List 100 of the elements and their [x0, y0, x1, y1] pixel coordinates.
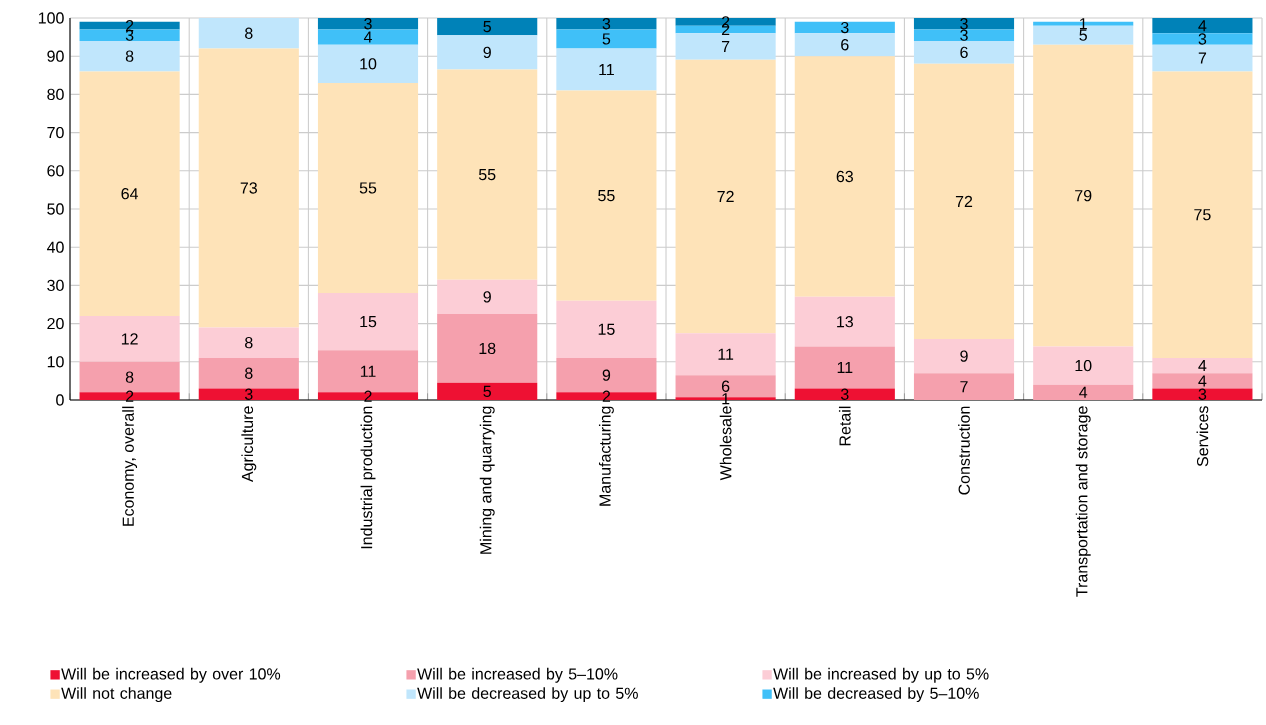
legend-label: Will be increased by up to 5%: [773, 667, 989, 683]
bar: [79, 392, 180, 400]
data-label: 3: [840, 21, 849, 34]
bar: [198, 357, 299, 389]
bar: [913, 29, 1015, 41]
y-tick-label: 60: [47, 165, 64, 177]
bar: [1152, 44, 1253, 72]
bar: [556, 300, 657, 358]
bar: [198, 388, 299, 400]
x-tick-label: Services: [1196, 406, 1209, 467]
legend-label: Will be increased by 5–10%: [417, 667, 618, 683]
data-label: 3: [840, 388, 849, 400]
bar: [317, 293, 419, 351]
bar: [198, 48, 299, 328]
data-label: 11: [599, 64, 614, 76]
data-label: 8: [245, 27, 253, 39]
data-label: 79: [1075, 189, 1092, 202]
data-label: 4: [1079, 386, 1088, 398]
bar: [79, 21, 180, 30]
data-label: 4: [1198, 375, 1207, 387]
data-label: 75: [1194, 209, 1211, 221]
data-label: 3: [1198, 388, 1207, 400]
data-label: 6: [721, 380, 730, 392]
data-label: 1: [1079, 18, 1087, 30]
bar: [675, 333, 776, 376]
bar: [675, 59, 776, 334]
data-label: 10: [1075, 359, 1092, 372]
data-label: 8: [245, 367, 253, 379]
bar: [1152, 33, 1253, 45]
bar: [198, 18, 299, 49]
y-tick-label: 0: [56, 394, 64, 406]
data-label: 7: [960, 381, 968, 393]
bar: [556, 392, 657, 400]
data-label: 11: [718, 348, 734, 360]
x-tick-label: Industrial production: [360, 406, 376, 549]
data-label: 11: [837, 362, 853, 374]
x-tick-label: Economy, overall: [122, 406, 138, 526]
bar: [1152, 373, 1253, 389]
data-label: 7: [721, 40, 730, 52]
data-label: 64: [121, 188, 139, 200]
y-tick-label: 100: [38, 12, 64, 24]
bar: [913, 63, 1015, 339]
data-label: 6: [960, 46, 968, 59]
x-tick-label: Mining and quarrying: [479, 406, 495, 554]
bar: [437, 314, 538, 383]
x-tick-label: Transportation and storage: [1075, 406, 1091, 597]
data-label: 63: [836, 170, 853, 183]
bar: [317, 82, 419, 294]
data-label: 3: [960, 18, 968, 30]
data-label: 13: [837, 316, 853, 328]
data-label: 5: [483, 21, 491, 33]
data-label: 15: [360, 316, 377, 328]
data-label: 7: [1198, 52, 1207, 64]
data-label: 5: [483, 385, 491, 397]
x-tick-label: Construction: [958, 406, 970, 495]
y-tick-label: 30: [47, 279, 64, 292]
bar: [556, 29, 657, 49]
data-label: 9: [602, 369, 611, 381]
bar: [1033, 44, 1134, 347]
bar: [437, 18, 538, 36]
bar: [437, 382, 538, 400]
data-label: 8: [125, 50, 134, 62]
data-label: 8: [125, 371, 134, 383]
data-label: 2: [602, 390, 611, 402]
legend-label: Will be decreased by 5–10%: [773, 687, 979, 703]
x-tick-label: Manufacturing: [598, 406, 614, 506]
data-label: 6: [841, 39, 849, 51]
data-label: 15: [598, 323, 615, 335]
bar: [79, 71, 180, 316]
bar: [1152, 357, 1253, 374]
data-label: 9: [960, 350, 968, 362]
data-label: 9: [483, 291, 491, 303]
x-tick-label: Retail: [838, 406, 851, 446]
y-tick-label: 20: [47, 317, 64, 330]
bar: [913, 18, 1015, 30]
bar: [794, 33, 895, 57]
bar: [675, 33, 776, 60]
data-label: 3: [1198, 33, 1207, 45]
bar: [79, 40, 180, 72]
data-label: 9: [483, 46, 491, 59]
data-label: 4: [1198, 360, 1207, 372]
data-label: 55: [598, 190, 615, 202]
data-label: 5: [1079, 29, 1087, 41]
bar: [794, 388, 895, 400]
bar: [437, 279, 538, 315]
bar: [794, 56, 895, 297]
legend-label: Will not change: [61, 687, 172, 703]
data-label: 55: [359, 182, 377, 194]
x-tick-label: Wholesale: [719, 406, 732, 481]
bar: [1152, 71, 1253, 358]
data-label: 4: [1198, 20, 1207, 32]
data-label: 3: [960, 29, 968, 41]
data-label: 8: [245, 337, 253, 349]
data-label: 3: [364, 18, 372, 30]
data-label: 73: [240, 182, 257, 194]
legend-label: Will be decreased by up to 5%: [417, 687, 638, 703]
data-label: 4: [363, 31, 372, 43]
y-tick-label: 80: [47, 88, 64, 101]
data-label: 3: [244, 388, 253, 400]
bar: [913, 40, 1015, 64]
